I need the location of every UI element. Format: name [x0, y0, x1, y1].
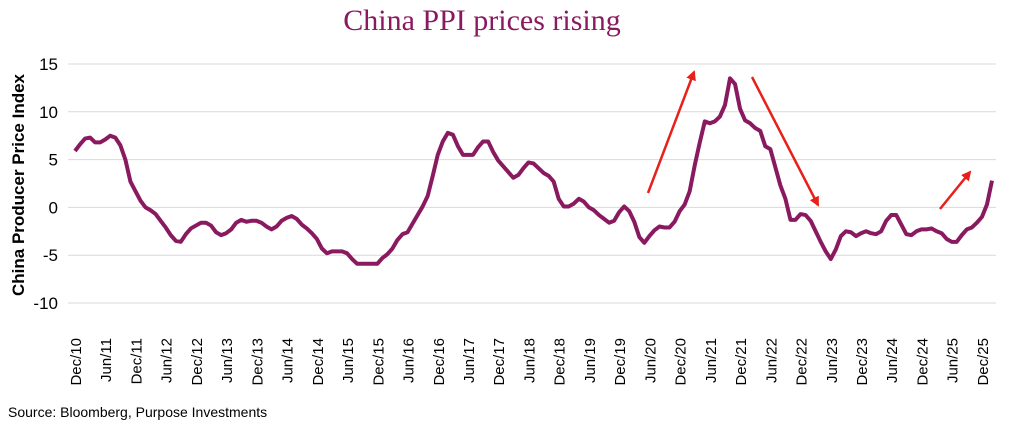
x-tick-label: Jun/19 — [582, 338, 599, 383]
x-tick-label: Jun/22 — [763, 338, 780, 383]
x-tick-label: Dec/11 — [128, 338, 145, 384]
x-tick-label: Jun/24 — [884, 338, 901, 383]
y-tick-label: -5 — [43, 246, 58, 265]
x-tick-label: Dec/16 — [431, 338, 448, 386]
series-line — [73, 76, 994, 266]
arrow — [939, 170, 972, 210]
y-tick-label: 0 — [49, 198, 58, 217]
y-tick-label: 5 — [49, 151, 58, 170]
x-tick-label: Dec/25 — [975, 338, 992, 386]
x-tick-label: Jun/15 — [340, 338, 357, 383]
x-tick-label: Jun/23 — [824, 338, 841, 383]
x-tick-label: Dec/14 — [310, 338, 327, 386]
y-axis-label: China Producer Price Index — [9, 73, 28, 296]
x-tick-label: Dec/17 — [491, 338, 508, 386]
annotations — [646, 70, 972, 210]
y-tick-label: 10 — [39, 103, 58, 122]
x-tick-label: Dec/20 — [673, 338, 690, 386]
x-tick-label: Dec/18 — [552, 338, 569, 386]
x-tick-label: Jun/20 — [642, 338, 659, 383]
x-tick-label: Dec/15 — [370, 338, 387, 386]
arrow — [646, 70, 696, 194]
arrow — [750, 76, 820, 207]
x-tick-label: Dec/13 — [249, 338, 266, 386]
x-tick-label: Jun/21 — [703, 338, 720, 383]
chart-title: China PPI prices rising — [343, 4, 621, 37]
x-tick-label: Dec/19 — [612, 338, 629, 386]
x-tick-label: Dec/12 — [189, 338, 206, 386]
x-tick-label: Jun/16 — [401, 338, 418, 383]
x-tick-label: Dec/23 — [854, 338, 871, 386]
y-tick-label: -10 — [33, 294, 58, 313]
x-tick-label: Jun/18 — [521, 338, 538, 383]
x-tick-label: Jun/13 — [219, 338, 236, 383]
x-tick-label: Dec/21 — [733, 338, 750, 386]
y-tick-label: 15 — [39, 55, 58, 74]
x-tick-label: Dec/22 — [794, 338, 811, 386]
x-tick-label: Jun/14 — [280, 338, 297, 383]
x-tick-label: Jun/25 — [945, 338, 962, 383]
x-tick-label: Jun/12 — [159, 338, 176, 383]
x-tick-label: Dec/24 — [914, 338, 931, 386]
x-tick-label: Jun/17 — [461, 338, 478, 383]
source-note: Source: Bloomberg, Purpose Investments — [8, 404, 267, 420]
x-tick-label: Dec/10 — [68, 338, 85, 386]
x-tick-label: Jun/11 — [98, 338, 115, 382]
